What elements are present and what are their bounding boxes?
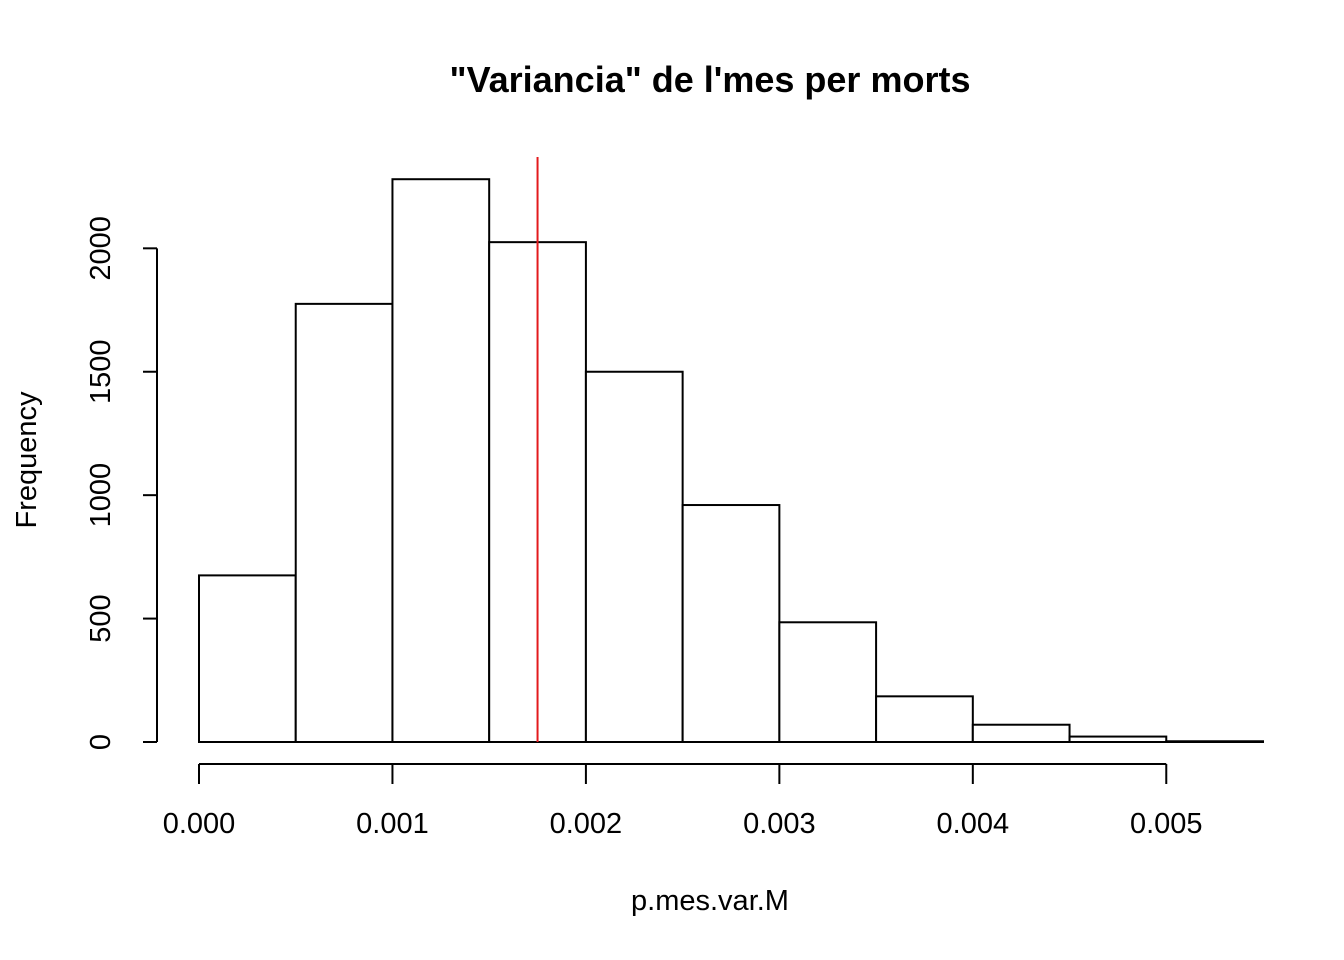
y-tick-label: 0 [85,734,117,750]
y-tick-label: 1000 [85,463,117,528]
x-tick-label: 0.004 [937,808,1010,840]
histogram-bar [681,504,781,743]
histogram-bar [294,302,394,743]
y-tick-label: 500 [85,594,117,642]
x-axis: 0.000 0.001 0.002 0.003 0.004 0.005 [163,763,1203,840]
x-tick-label: 0.003 [743,808,816,840]
chart-title: "Variancia" de l'mes per morts [450,59,971,100]
y-axis: 0 500 1000 1500 2000 [85,216,158,750]
histogram-bar [971,723,1071,743]
histogram-bar [391,178,491,743]
histogram-bar [198,574,297,743]
y-axis-label: Frequency [11,391,43,529]
x-tick-label: 0.001 [356,808,429,840]
y-tick-label: 1500 [85,339,117,404]
x-tick-label: 0.002 [550,808,623,840]
histogram-bar [875,695,974,744]
x-axis-label: p.mes.var.M [631,885,789,917]
x-tick-label: 0.005 [1130,808,1203,840]
y-tick-label: 2000 [85,216,117,281]
histogram-bar [778,621,878,743]
x-tick-label: 0.000 [163,808,236,840]
histogram-bar [584,370,684,743]
histogram-bars [198,178,1264,744]
